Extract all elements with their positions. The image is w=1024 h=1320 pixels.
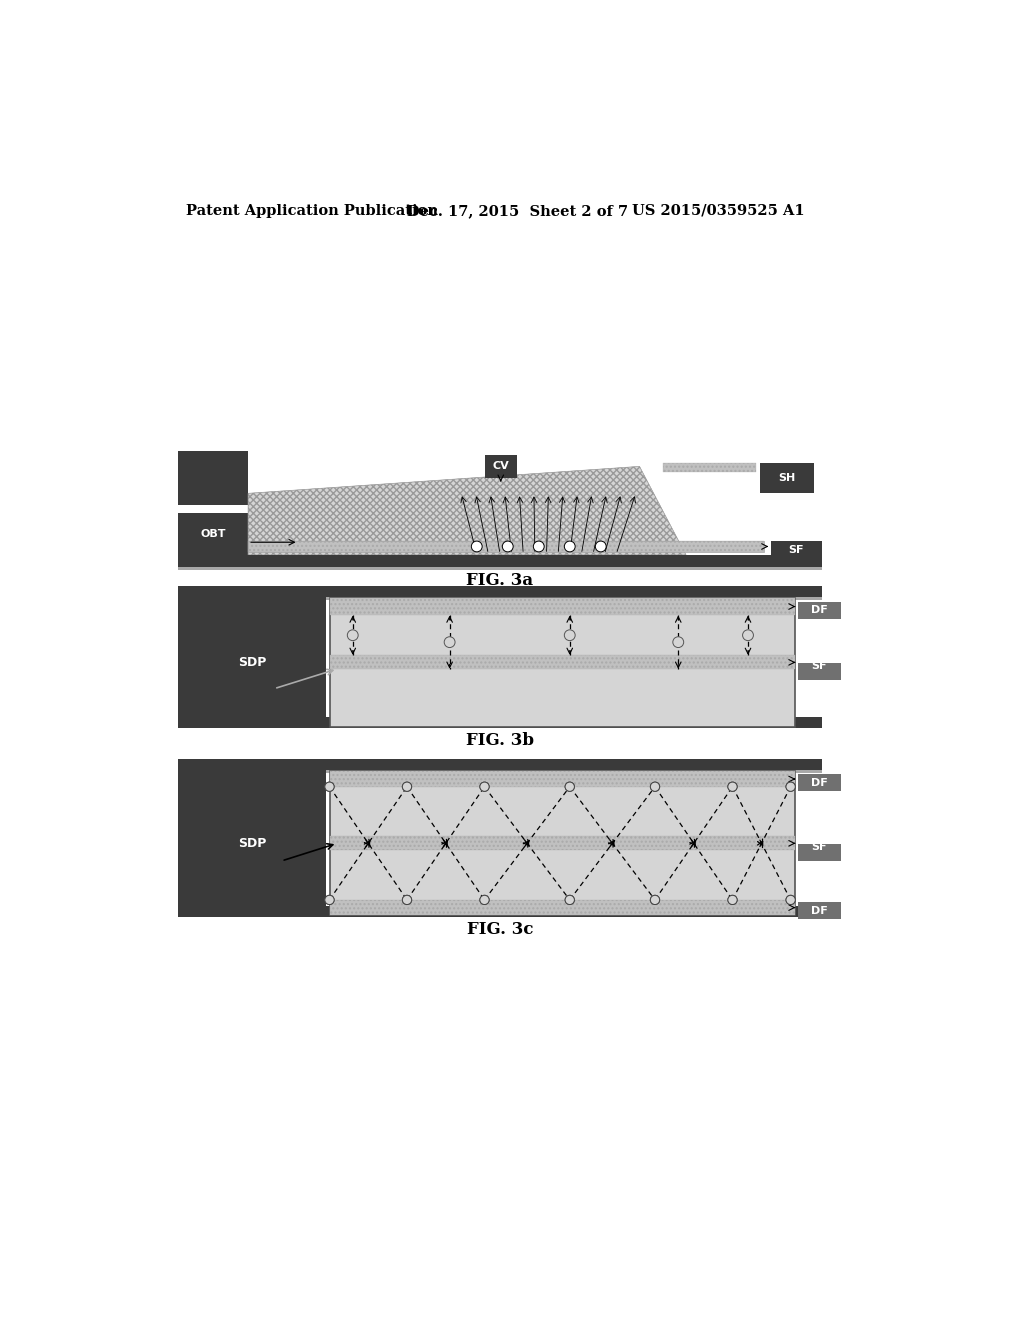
Circle shape [402,781,412,792]
Circle shape [728,781,737,792]
Text: Patent Application Publication: Patent Application Publication [186,203,438,218]
Circle shape [786,781,796,792]
Circle shape [325,895,334,904]
Circle shape [402,895,412,904]
Bar [330,771,795,787]
Text: US 2015/0359525 A1: US 2015/0359525 A1 [632,203,805,218]
Text: FIG. 3c: FIG. 3c [467,920,534,937]
Circle shape [565,781,574,792]
Bar [330,771,795,787]
Bar [799,663,841,680]
Bar [178,554,821,566]
Text: FIG. 3a: FIG. 3a [467,572,534,589]
Circle shape [402,781,412,792]
Bar [760,462,814,494]
Circle shape [728,895,737,904]
Text: SF: SF [812,842,827,853]
Bar [178,759,821,770]
Bar [178,512,248,554]
Circle shape [325,895,334,904]
Bar [178,597,821,599]
Circle shape [565,895,574,904]
Circle shape [325,781,334,792]
Circle shape [728,781,737,792]
Circle shape [650,781,659,792]
Bar [799,843,841,861]
Circle shape [534,541,544,552]
Circle shape [564,541,575,552]
Circle shape [742,630,754,640]
Bar [799,903,841,919]
Text: SH: SH [778,473,796,483]
Circle shape [565,895,574,904]
Text: DF: DF [811,606,827,615]
Text: DF: DF [811,907,827,916]
Circle shape [650,895,659,904]
Bar [178,451,248,506]
Circle shape [595,541,606,552]
Bar [330,900,795,915]
Text: SF: SF [812,661,827,671]
Text: SDP: SDP [238,656,266,669]
Bar [330,900,795,915]
Bar [178,770,821,774]
Bar [178,718,821,729]
Bar [330,837,795,850]
Bar [178,566,821,570]
Bar [330,656,795,669]
Bar [330,598,795,615]
Text: FIG. 3b: FIG. 3b [466,733,534,748]
Bar [178,770,326,917]
Circle shape [480,895,489,904]
Polygon shape [248,466,686,554]
Bar [799,774,841,791]
Circle shape [564,630,575,640]
Circle shape [444,636,455,648]
Bar [330,837,795,850]
Text: CV: CV [493,462,509,471]
Bar [178,906,821,917]
Circle shape [728,895,737,904]
Circle shape [650,781,659,792]
Text: DF: DF [811,777,827,788]
Circle shape [786,895,796,904]
Bar [330,656,795,669]
Text: Dec. 17, 2015  Sheet 2 of 7: Dec. 17, 2015 Sheet 2 of 7 [407,203,628,218]
Circle shape [786,895,796,904]
Text: OBT: OBT [201,529,226,539]
Circle shape [565,781,574,792]
Circle shape [402,895,412,904]
Circle shape [786,781,796,792]
Circle shape [650,895,659,904]
Bar [178,586,821,597]
Bar [330,598,795,726]
Bar [484,455,517,478]
Circle shape [347,630,358,640]
Circle shape [471,541,482,552]
Bar [248,541,764,552]
Circle shape [325,781,334,792]
Text: SF: SF [788,545,804,554]
Circle shape [480,781,489,792]
Bar [330,771,795,915]
Circle shape [480,895,489,904]
Bar [178,597,326,729]
Bar [330,598,795,615]
Bar [771,541,821,558]
Bar [248,541,764,552]
Bar [799,602,841,619]
Circle shape [480,781,489,792]
Text: SDP: SDP [238,837,266,850]
Bar [663,462,756,471]
Bar [663,462,756,471]
Circle shape [673,636,684,648]
Circle shape [503,541,513,552]
